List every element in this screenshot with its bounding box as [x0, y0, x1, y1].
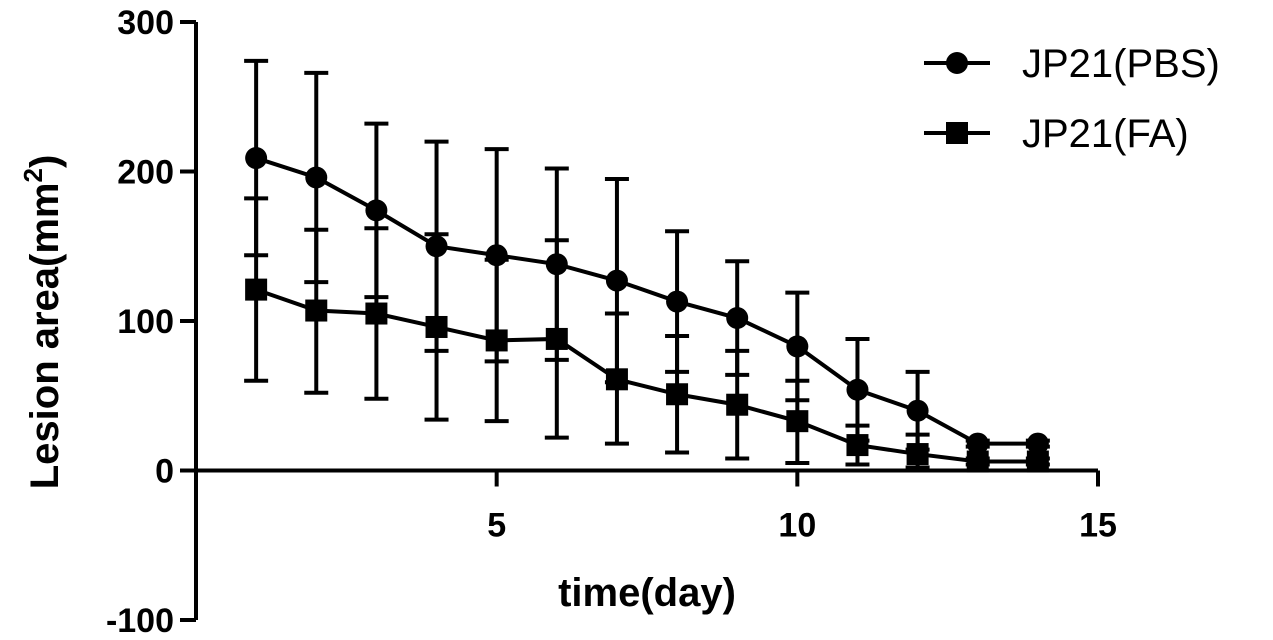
y-axis-title-sup: 2 [18, 168, 48, 182]
y-tick-label: 0 [155, 453, 174, 491]
y-tick-label: 100 [117, 303, 174, 341]
data-point-pbs [485, 244, 508, 267]
data-point-fa [666, 383, 689, 406]
x-tick-label: 5 [487, 507, 506, 545]
data-point-pbs [966, 432, 989, 455]
data-point-fa [966, 450, 989, 473]
data-point-fa [1026, 450, 1049, 473]
data-point-fa [365, 302, 388, 325]
data-point-pbs [786, 335, 809, 358]
data-point-fa [425, 315, 448, 338]
y-tick-label: 300 [117, 4, 174, 42]
y-axis-title: Lesion area(mm2) [18, 155, 67, 490]
data-point-fa [906, 443, 929, 466]
error-bars [244, 58, 1050, 470]
data-point-pbs [1026, 432, 1049, 455]
data-point-pbs [425, 235, 448, 258]
data-point-pbs [605, 269, 628, 292]
data-point-fa [485, 329, 508, 352]
y-tick-label: -100 [106, 602, 174, 640]
data-point-fa [305, 299, 328, 322]
y-axis-title-main: Lesion area(mm [23, 183, 67, 490]
data-point-pbs [245, 147, 268, 170]
y-tick-label: 200 [117, 154, 174, 192]
legend-label-pbs: JP21(PBS) [1022, 42, 1220, 86]
data-point-fa [786, 410, 809, 433]
data-point-fa [605, 368, 628, 391]
data-point-pbs [545, 253, 568, 276]
legend-marker-fa [946, 122, 968, 144]
data-point-fa [545, 327, 568, 350]
legend-label-fa: JP21(FA) [1022, 112, 1189, 156]
data-point-fa [846, 434, 869, 457]
data-point-pbs [365, 199, 388, 222]
data-point-pbs [305, 166, 328, 189]
legend: JP21(PBS) JP21(FA) [924, 42, 1220, 156]
data-point-pbs [726, 307, 749, 330]
data-point-pbs [906, 399, 929, 422]
x-tick-label: 15 [1079, 507, 1117, 545]
x-axis-title: time(day) [558, 571, 736, 615]
axes: -100 0 100 200 300 5 10 15 [106, 4, 1117, 640]
y-axis-title-close: ) [23, 155, 67, 168]
markers [245, 147, 1049, 473]
data-point-pbs [666, 290, 689, 313]
data-point-fa [245, 278, 268, 301]
x-tick-label: 10 [778, 507, 816, 545]
data-point-fa [726, 393, 749, 416]
data-point-pbs [846, 378, 869, 401]
legend-marker-pbs [946, 52, 968, 74]
